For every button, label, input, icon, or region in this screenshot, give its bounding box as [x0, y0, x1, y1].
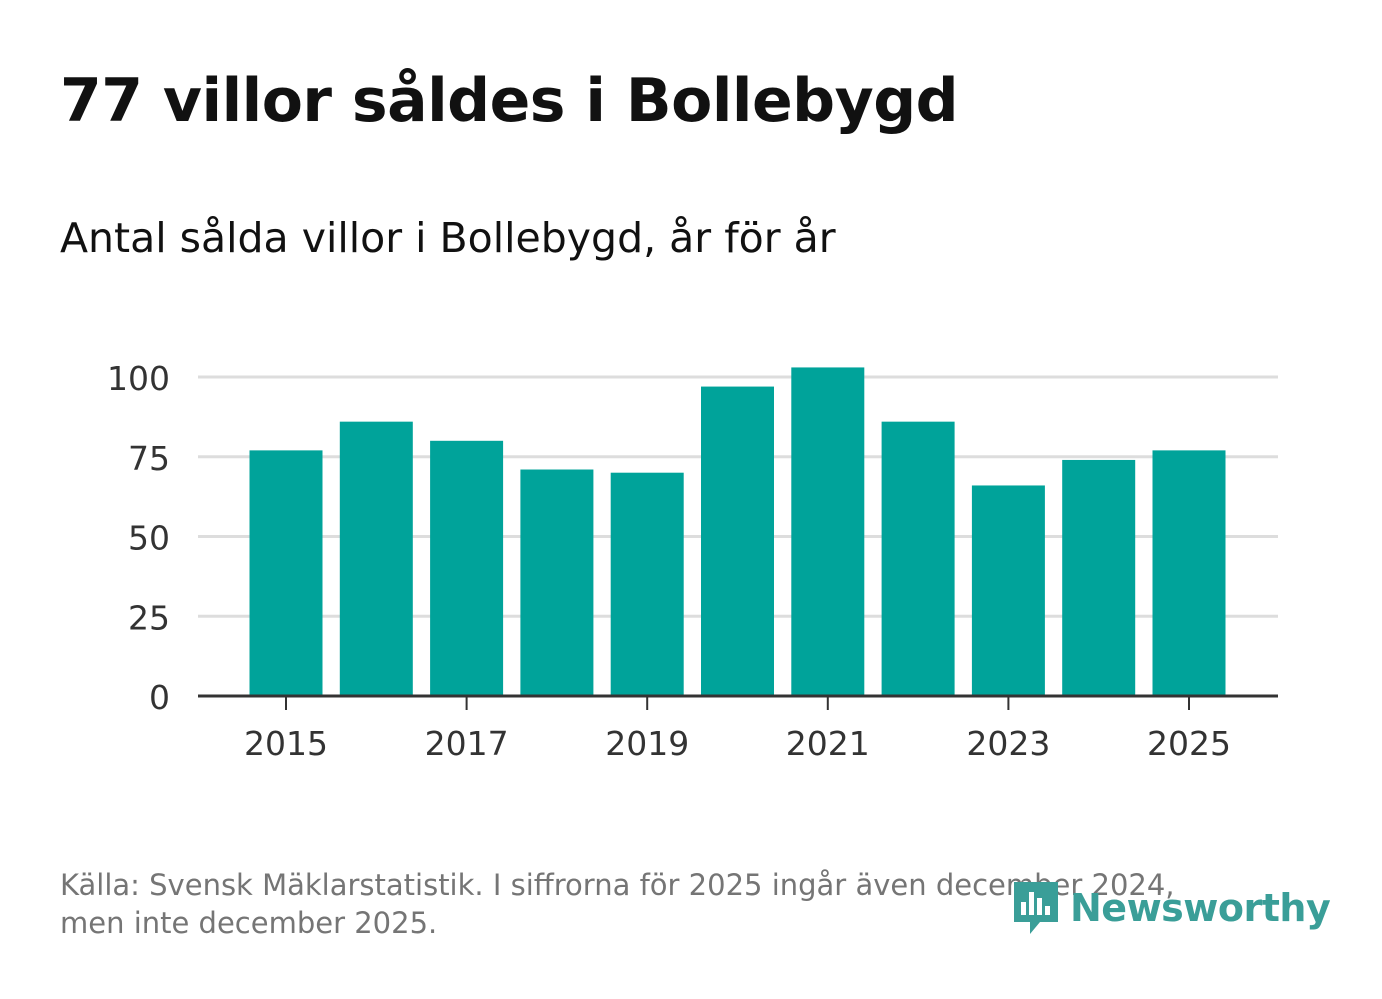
newsworthy-logo: Newsworthy	[1010, 878, 1331, 938]
chart-subtitle: Antal sålda villor i Bollebygd, år för å…	[60, 214, 836, 262]
bar-2025	[1152, 450, 1226, 696]
x-tick-label: 2015	[244, 724, 328, 763]
y-tick-label: 100	[107, 359, 170, 398]
bar-2017	[430, 440, 504, 696]
y-tick-label: 75	[128, 439, 170, 478]
y-tick-label: 25	[128, 598, 170, 637]
y-tick-label: 50	[128, 519, 170, 558]
bars	[249, 367, 1226, 696]
bar-2016	[339, 421, 413, 696]
x-tick-label: 2019	[605, 724, 689, 763]
bar-2024	[1062, 459, 1136, 696]
y-axis-ticks: 0 25 50 75 100	[107, 359, 170, 717]
bar-2020	[701, 386, 774, 696]
x-axis: 2015 2017 2019 2021 2023 2025	[198, 694, 1278, 763]
newsworthy-logo-icon	[1014, 882, 1058, 934]
bar-2022	[881, 421, 955, 696]
bar-2018	[520, 469, 594, 696]
x-tick-label: 2021	[786, 724, 870, 763]
x-tick-label: 2017	[425, 724, 509, 763]
x-tick-label: 2025	[1147, 724, 1231, 763]
x-tick-label: 2023	[966, 724, 1050, 763]
chart-title: 77 villor såldes i Bollebygd	[60, 66, 959, 136]
y-tick-label: 0	[149, 678, 170, 717]
source-note-line-1: Källa: Svensk Mäklarstatistik. I siffror…	[60, 868, 1175, 902]
bar-2023	[971, 485, 1045, 696]
source-note-line-2: men inte december 2025.	[60, 906, 438, 940]
bar-2015	[249, 450, 323, 696]
bar-2019	[610, 472, 684, 696]
source-note: Källa: Svensk Mäklarstatistik. I siffror…	[60, 866, 1260, 942]
logo-text: Newsworthy	[1070, 886, 1331, 930]
bar-2021	[791, 367, 865, 696]
